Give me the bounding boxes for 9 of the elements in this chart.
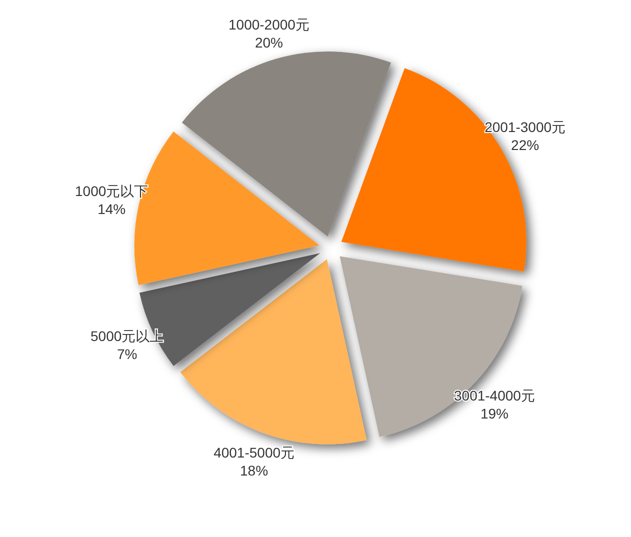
data-label: 20% xyxy=(254,34,283,51)
data-label: 22% xyxy=(511,137,540,154)
slice-label: 4001-5000元 xyxy=(214,444,295,460)
slice-label: 1000-2000元 xyxy=(228,16,310,33)
slice-label: 2001-3000元 xyxy=(484,119,566,136)
data-label: 14% xyxy=(98,201,126,218)
data-label: 19% xyxy=(480,406,508,422)
data-label: 18% xyxy=(240,462,268,478)
data-label: 7% xyxy=(116,346,138,362)
